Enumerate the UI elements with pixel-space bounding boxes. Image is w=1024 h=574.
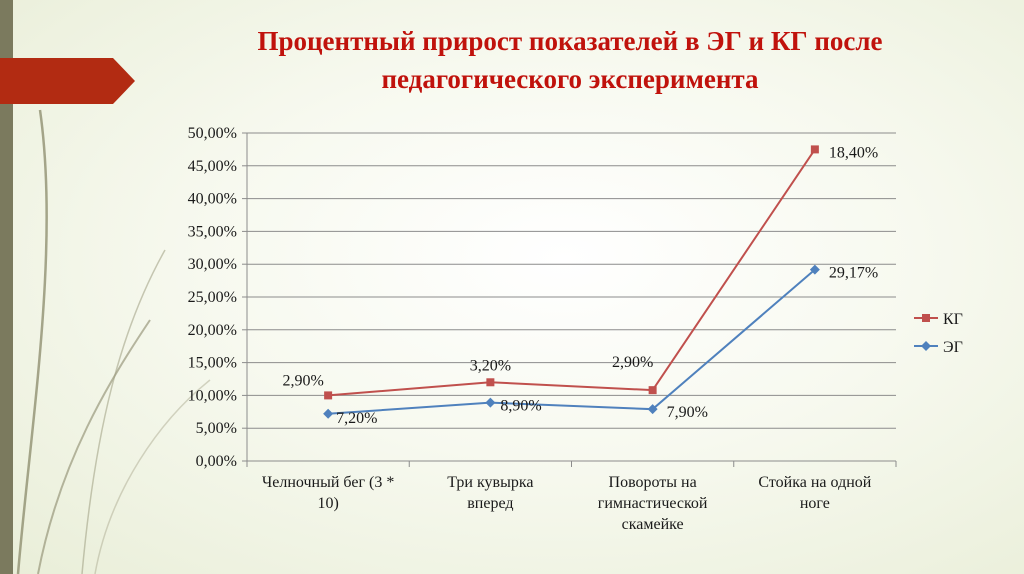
series-marker [323, 408, 334, 419]
data-label: 2,90% [612, 354, 653, 371]
x-category-label-line: Повороты на [609, 474, 697, 491]
y-tick-label: 50,00% [188, 125, 237, 142]
x-category-label-line: Стойка на одной [758, 474, 871, 491]
page-title: Процентный прирост показателей в ЭГ и КГ… [150, 22, 990, 98]
data-label: 29,17% [829, 265, 878, 282]
y-tick-label: 0,00% [196, 453, 237, 470]
x-category-label-line: гимнастической [598, 495, 708, 512]
y-tick-label: 45,00% [188, 158, 237, 175]
legend-marker [922, 314, 930, 322]
series-marker [324, 391, 333, 400]
data-label: 2,90% [282, 372, 323, 389]
x-category-label-line: 10) [317, 495, 338, 512]
y-tick-label: 10,00% [188, 387, 237, 404]
grid-lines [247, 132, 896, 429]
series-marker [485, 397, 496, 408]
series-marker [647, 404, 658, 415]
y-tick-label: 40,00% [188, 191, 237, 208]
axes [242, 132, 897, 467]
x-category-label-line: Челночный бег (3 * [262, 474, 394, 491]
x-category-label-line: вперед [467, 495, 513, 512]
x-category-label-line: ноге [800, 495, 830, 512]
legend-marker [921, 341, 931, 351]
red-accent-tab [0, 58, 135, 104]
series-line-ЭГ [328, 268, 816, 415]
decorative-curves [16, 109, 211, 574]
x-category-label: Стойка на одной ноге [758, 474, 871, 512]
series-marker [486, 378, 495, 387]
left-accent-bar [0, 0, 13, 574]
legend-label: КГ [943, 311, 963, 328]
y-tick-label: 25,00% [188, 289, 237, 306]
data-label: 7,90% [667, 404, 708, 421]
x-category-label: Челночный бег (3 * 10) [262, 474, 394, 512]
data-label: 7,20% [336, 410, 377, 427]
page-title-line-1: Процентный прирост показателей в ЭГ и КГ… [257, 26, 883, 56]
y-tick-label: 20,00% [188, 322, 237, 339]
series-lines [323, 145, 820, 419]
y-tick-label: 30,00% [188, 256, 237, 273]
series-marker [810, 145, 819, 154]
y-tick-label: 15,00% [188, 355, 237, 372]
series-marker [648, 386, 657, 395]
x-category-label: Повороты на гимнастической скамейке [598, 474, 708, 533]
y-tick-labels: 0,00% 5,00% 10,00% 15,00% 20,00% 25,00% 30,00%… [188, 125, 237, 470]
legend-label: ЭГ [943, 339, 963, 356]
y-tick-label: 35,00% [188, 223, 237, 240]
series-line-КГ [328, 148, 816, 397]
data-label: 8,90% [500, 398, 541, 415]
series-marker [809, 264, 820, 275]
data-labels: 2,90% 3,20% 2,90% 18,40% 7,20% 8,90% 7,90% 29,1… [282, 144, 878, 426]
data-label: 18,40% [829, 144, 878, 161]
data-label: 3,20% [470, 357, 511, 374]
x-category-label-line: Три кувырка [447, 474, 533, 491]
page-title-line-2: педагогического эксперимента [381, 64, 759, 94]
legend: КГ ЭГ [914, 311, 963, 356]
x-category-label-line: скамейке [622, 516, 684, 533]
x-category-label: Три кувырка вперед [447, 474, 533, 512]
x-category-labels: Челночный бег (3 * 10) Три кувырка вперед По… [262, 474, 872, 533]
y-tick-label: 5,00% [196, 420, 237, 437]
